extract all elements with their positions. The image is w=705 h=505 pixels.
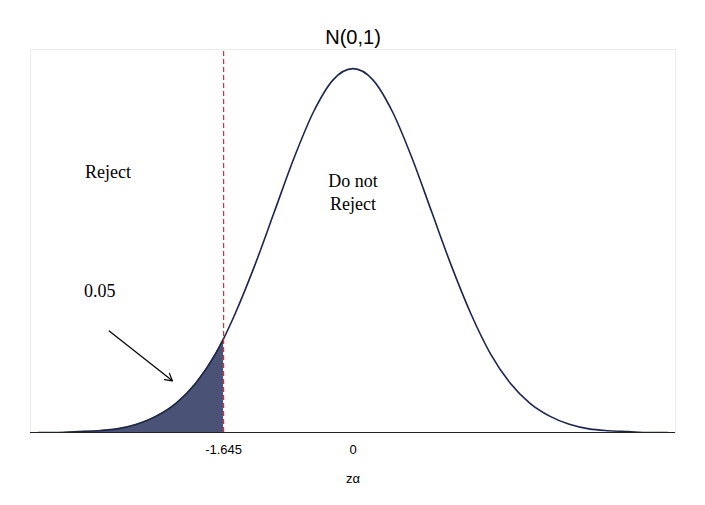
svg-text:Do notReject: Do notReject (328, 171, 378, 214)
svg-text:0.05: 0.05 (84, 281, 116, 301)
svg-text:N(0,1): N(0,1) (325, 26, 381, 48)
svg-text:0: 0 (349, 442, 356, 457)
svg-text:-1.645: -1.645 (205, 442, 242, 457)
svg-text:zα: zα (346, 471, 361, 486)
svg-text:Reject: Reject (85, 162, 131, 182)
